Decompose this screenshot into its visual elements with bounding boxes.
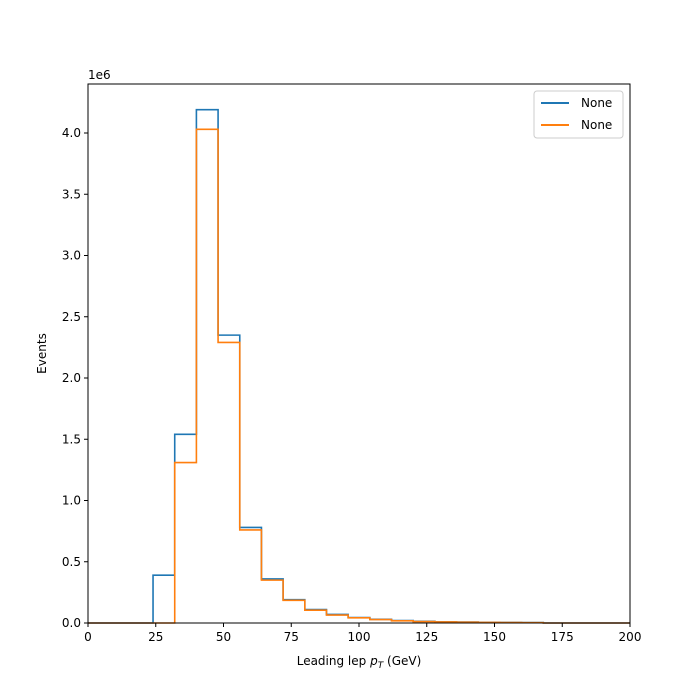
legend-label-series-1: None	[581, 96, 612, 110]
y-tick-label: 0.0	[62, 616, 81, 630]
x-tick-label: 150	[483, 630, 506, 644]
legend: None None	[533, 90, 624, 139]
x-axis-label: Leading lep pT (GeV)	[297, 654, 422, 671]
y-tick-label: 3.0	[62, 249, 81, 263]
y-scale-offset-label: 1e6	[88, 68, 111, 82]
x-tick-label: 0	[84, 630, 92, 644]
y-tick-label: 4.0	[62, 126, 81, 140]
y-tick-label: 3.5	[62, 187, 81, 201]
y-axis-ticks: 0.0 0.5 1.0 1.5 2.0 2.5 3.0 3.5 4.0	[62, 126, 88, 630]
x-axis-ticks: 0 25 50 75 100 125 150 175 200	[84, 623, 641, 644]
x-tick-label: 175	[551, 630, 574, 644]
x-tick-label: 100	[348, 630, 371, 644]
legend-label-series-2: None	[581, 118, 612, 132]
axes-background	[88, 84, 630, 623]
y-tick-label: 1.5	[62, 432, 81, 446]
x-tick-label: 50	[216, 630, 231, 644]
y-tick-label: 2.0	[62, 371, 81, 385]
plot-area	[88, 84, 630, 623]
x-tick-label: 75	[284, 630, 299, 644]
y-axis-label: Events	[35, 333, 49, 374]
x-tick-label: 200	[619, 630, 642, 644]
y-tick-label: 1.0	[62, 494, 81, 508]
x-tick-label: 25	[148, 630, 163, 644]
y-tick-label: 2.5	[62, 310, 81, 324]
x-tick-label: 125	[415, 630, 438, 644]
y-tick-label: 0.5	[62, 555, 81, 569]
